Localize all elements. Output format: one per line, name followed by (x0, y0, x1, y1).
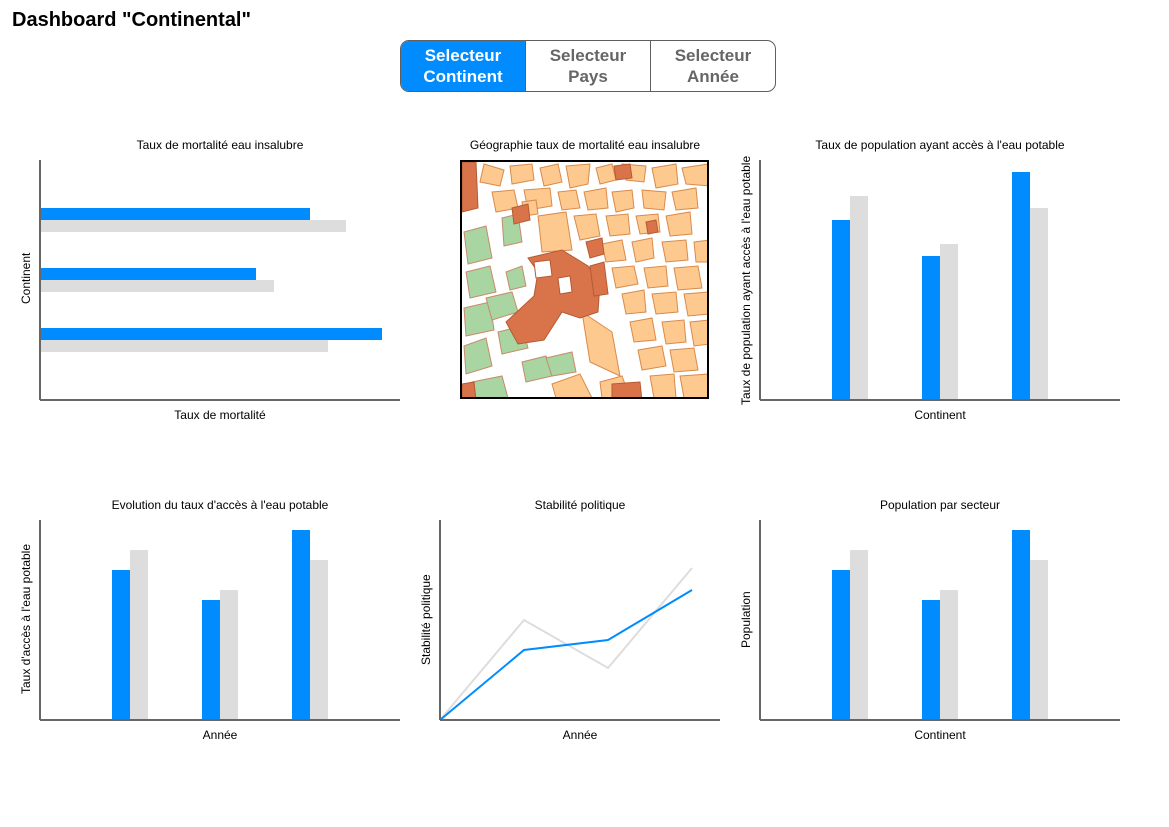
mortality-bar (40, 220, 346, 232)
tab-continent-line2: Continent (423, 67, 503, 86)
sector-bar (1030, 560, 1048, 720)
mortality-bar (40, 268, 256, 280)
map-title: Géographie taux de mortalité eau insalub… (469, 138, 701, 152)
access-bar (922, 256, 940, 400)
sector-chart-title: Population par secteur (879, 498, 1001, 512)
sector-bar (922, 600, 940, 720)
evolution-bar (112, 570, 130, 720)
access-bar (1030, 208, 1048, 400)
evolution-y-axis-label: Taux d'accès à l'eau potable (19, 543, 33, 694)
selector-group: Selecteur Continent Selecteur Pays Selecte… (400, 40, 776, 92)
mortality-bar (40, 328, 382, 340)
evolution-bar (130, 550, 148, 720)
access-bar (832, 220, 850, 400)
mortality-y-axis-label: Continent (19, 252, 33, 304)
tab-country-line1: Selecteur (549, 46, 627, 65)
sector-bar (940, 590, 958, 720)
evolution-bar (202, 600, 220, 720)
stability-x-axis-label: Année (562, 728, 598, 742)
access-bar (1012, 172, 1030, 400)
city-map-image (460, 160, 709, 399)
tab-continent-line1: Selecteur (424, 46, 502, 65)
evolution-bar (220, 590, 238, 720)
sector-y-axis-label: Population (739, 591, 753, 648)
evolution-chart-title: Evolution du taux d'accès à l'eau potabl… (111, 498, 329, 512)
access-chart-title: Taux de population ayant accès à l'eau p… (815, 138, 1065, 152)
access-x-axis-label: Continent (914, 408, 966, 422)
mortality-chart-title: Taux de mortalité eau insalubre (136, 138, 304, 152)
tab-country-selector[interactable]: Selecteur Pays (525, 41, 650, 91)
tab-continent-selector[interactable]: Selecteur Continent (401, 41, 525, 91)
access-y-axis-label: Taux de population ayant accès à l'eau p… (739, 155, 753, 405)
tab-year-line1: Selecteur (674, 46, 752, 65)
evolution-bar (292, 530, 310, 720)
tab-year-selector[interactable]: Selecteur Année (650, 41, 775, 91)
tab-year-line2: Année (687, 67, 739, 86)
evolution-x-axis-label: Année (202, 728, 238, 742)
access-bar (850, 196, 868, 400)
access-bar (940, 244, 958, 400)
sector-bar (1012, 530, 1030, 720)
stability-chart-title: Stabilité politique (534, 498, 626, 512)
sector-bar (850, 550, 868, 720)
sector-x-axis-label: Continent (914, 728, 966, 742)
mortality-x-axis-label: Taux de mortalité (174, 408, 266, 422)
tab-country-line2: Pays (568, 67, 608, 86)
mortality-bar (40, 208, 310, 220)
sector-bar (832, 570, 850, 720)
mortality-bar (40, 340, 328, 352)
dashboard-title: Dashboard "Continental" (12, 9, 251, 31)
stability-line (439, 589, 693, 721)
mortality-bar (40, 280, 274, 292)
evolution-bar (310, 560, 328, 720)
stability-line (439, 567, 693, 721)
stability-y-axis-label: Stabilité politique (419, 574, 433, 665)
